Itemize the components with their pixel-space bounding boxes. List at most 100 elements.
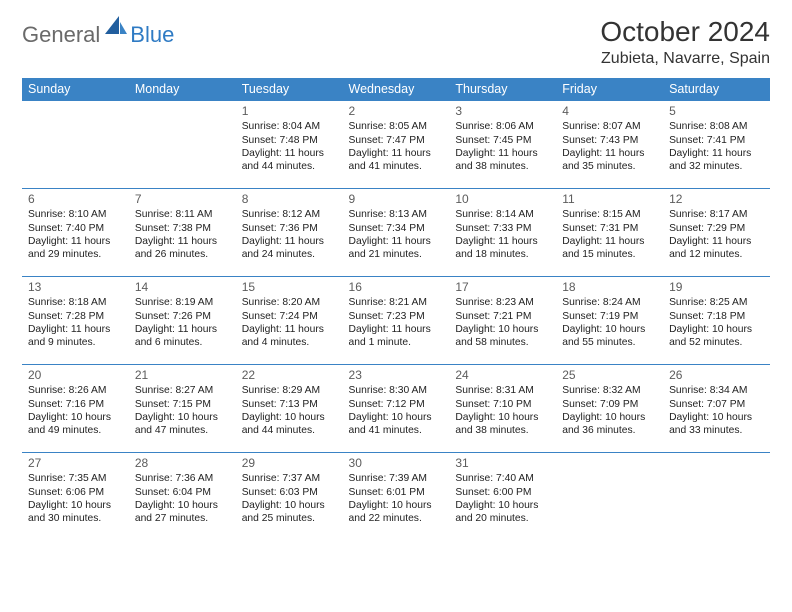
logo-sail-icon — [105, 16, 127, 41]
day-number: 6 — [28, 192, 123, 207]
day-number: 20 — [28, 368, 123, 383]
day-number: 21 — [135, 368, 230, 383]
calendar-week-row: 13Sunrise: 8:18 AMSunset: 7:28 PMDayligh… — [22, 277, 770, 365]
day-number: 2 — [349, 104, 444, 119]
sunrise-text: Sunrise: 8:11 AM — [135, 208, 230, 221]
daylight-text: Daylight: 10 hours and 36 minutes. — [562, 411, 657, 437]
sunrise-text: Sunrise: 8:24 AM — [562, 296, 657, 309]
sunrise-text: Sunrise: 8:07 AM — [562, 120, 657, 133]
daylight-text: Daylight: 10 hours and 49 minutes. — [28, 411, 123, 437]
daylight-text: Daylight: 10 hours and 30 minutes. — [28, 499, 123, 525]
day-cell: 1Sunrise: 8:04 AMSunset: 7:48 PMDaylight… — [236, 101, 343, 189]
daylight-text: Daylight: 11 hours and 18 minutes. — [455, 235, 550, 261]
sunset-text: Sunset: 7:28 PM — [28, 310, 123, 323]
day-number: 11 — [562, 192, 657, 207]
sunset-text: Sunset: 6:00 PM — [455, 486, 550, 499]
calendar-week-row: 6Sunrise: 8:10 AMSunset: 7:40 PMDaylight… — [22, 189, 770, 277]
day-cell-empty — [22, 101, 129, 189]
logo-general-text: General — [22, 22, 100, 48]
day-cell: 2Sunrise: 8:05 AMSunset: 7:47 PMDaylight… — [343, 101, 450, 189]
sunrise-text: Sunrise: 8:23 AM — [455, 296, 550, 309]
day-cell: 26Sunrise: 8:34 AMSunset: 7:07 PMDayligh… — [663, 365, 770, 453]
daylight-text: Daylight: 10 hours and 22 minutes. — [349, 499, 444, 525]
daylight-text: Daylight: 11 hours and 15 minutes. — [562, 235, 657, 261]
dow-tuesday: Tuesday — [236, 78, 343, 101]
location: Zubieta, Navarre, Spain — [600, 50, 770, 68]
day-number: 3 — [455, 104, 550, 119]
day-cell: 29Sunrise: 7:37 AMSunset: 6:03 PMDayligh… — [236, 453, 343, 541]
sunrise-text: Sunrise: 7:40 AM — [455, 472, 550, 485]
daylight-text: Daylight: 10 hours and 44 minutes. — [242, 411, 337, 437]
daylight-text: Daylight: 11 hours and 29 minutes. — [28, 235, 123, 261]
daylight-text: Daylight: 11 hours and 35 minutes. — [562, 147, 657, 173]
sunset-text: Sunset: 7:18 PM — [669, 310, 764, 323]
day-cell: 31Sunrise: 7:40 AMSunset: 6:00 PMDayligh… — [449, 453, 556, 541]
day-cell: 18Sunrise: 8:24 AMSunset: 7:19 PMDayligh… — [556, 277, 663, 365]
day-number: 18 — [562, 280, 657, 295]
day-cell: 17Sunrise: 8:23 AMSunset: 7:21 PMDayligh… — [449, 277, 556, 365]
day-number: 30 — [349, 456, 444, 471]
day-number: 1 — [242, 104, 337, 119]
header: General Blue October 2024 Zubieta, Navar… — [22, 16, 770, 68]
daylight-text: Daylight: 10 hours and 25 minutes. — [242, 499, 337, 525]
dow-thursday: Thursday — [449, 78, 556, 101]
day-cell: 14Sunrise: 8:19 AMSunset: 7:26 PMDayligh… — [129, 277, 236, 365]
sunrise-text: Sunrise: 8:05 AM — [349, 120, 444, 133]
day-cell: 20Sunrise: 8:26 AMSunset: 7:16 PMDayligh… — [22, 365, 129, 453]
sunrise-text: Sunrise: 8:17 AM — [669, 208, 764, 221]
sunset-text: Sunset: 7:15 PM — [135, 398, 230, 411]
day-number: 16 — [349, 280, 444, 295]
dow-monday: Monday — [129, 78, 236, 101]
day-cell: 9Sunrise: 8:13 AMSunset: 7:34 PMDaylight… — [343, 189, 450, 277]
day-cell: 27Sunrise: 7:35 AMSunset: 6:06 PMDayligh… — [22, 453, 129, 541]
sunrise-text: Sunrise: 8:34 AM — [669, 384, 764, 397]
sunset-text: Sunset: 7:12 PM — [349, 398, 444, 411]
sunrise-text: Sunrise: 8:19 AM — [135, 296, 230, 309]
day-number: 7 — [135, 192, 230, 207]
daylight-text: Daylight: 11 hours and 41 minutes. — [349, 147, 444, 173]
daylight-text: Daylight: 11 hours and 12 minutes. — [669, 235, 764, 261]
sunset-text: Sunset: 7:21 PM — [455, 310, 550, 323]
calendar-body: 1Sunrise: 8:04 AMSunset: 7:48 PMDaylight… — [22, 101, 770, 541]
sunset-text: Sunset: 6:04 PM — [135, 486, 230, 499]
sunrise-text: Sunrise: 8:12 AM — [242, 208, 337, 221]
day-cell: 15Sunrise: 8:20 AMSunset: 7:24 PMDayligh… — [236, 277, 343, 365]
sunset-text: Sunset: 7:36 PM — [242, 222, 337, 235]
daylight-text: Daylight: 10 hours and 33 minutes. — [669, 411, 764, 437]
daylight-text: Daylight: 11 hours and 4 minutes. — [242, 323, 337, 349]
sunrise-text: Sunrise: 8:32 AM — [562, 384, 657, 397]
day-cell: 8Sunrise: 8:12 AMSunset: 7:36 PMDaylight… — [236, 189, 343, 277]
day-number: 28 — [135, 456, 230, 471]
sunset-text: Sunset: 7:10 PM — [455, 398, 550, 411]
day-number: 10 — [455, 192, 550, 207]
day-number: 19 — [669, 280, 764, 295]
sunrise-text: Sunrise: 8:13 AM — [349, 208, 444, 221]
sunset-text: Sunset: 7:45 PM — [455, 134, 550, 147]
sunrise-text: Sunrise: 8:06 AM — [455, 120, 550, 133]
logo: General Blue — [22, 16, 174, 48]
sunrise-text: Sunrise: 8:27 AM — [135, 384, 230, 397]
sunset-text: Sunset: 7:48 PM — [242, 134, 337, 147]
sunset-text: Sunset: 7:09 PM — [562, 398, 657, 411]
day-cell: 22Sunrise: 8:29 AMSunset: 7:13 PMDayligh… — [236, 365, 343, 453]
sunset-text: Sunset: 7:23 PM — [349, 310, 444, 323]
day-cell-empty — [129, 101, 236, 189]
sunrise-text: Sunrise: 7:35 AM — [28, 472, 123, 485]
daylight-text: Daylight: 11 hours and 6 minutes. — [135, 323, 230, 349]
daylight-text: Daylight: 10 hours and 55 minutes. — [562, 323, 657, 349]
dow-saturday: Saturday — [663, 78, 770, 101]
sunset-text: Sunset: 7:40 PM — [28, 222, 123, 235]
day-cell: 19Sunrise: 8:25 AMSunset: 7:18 PMDayligh… — [663, 277, 770, 365]
sunset-text: Sunset: 7:29 PM — [669, 222, 764, 235]
day-number: 24 — [455, 368, 550, 383]
day-cell: 6Sunrise: 8:10 AMSunset: 7:40 PMDaylight… — [22, 189, 129, 277]
day-number: 13 — [28, 280, 123, 295]
sunset-text: Sunset: 7:33 PM — [455, 222, 550, 235]
day-number: 8 — [242, 192, 337, 207]
sunrise-text: Sunrise: 8:08 AM — [669, 120, 764, 133]
daylight-text: Daylight: 11 hours and 44 minutes. — [242, 147, 337, 173]
day-cell: 13Sunrise: 8:18 AMSunset: 7:28 PMDayligh… — [22, 277, 129, 365]
day-number: 26 — [669, 368, 764, 383]
sunrise-text: Sunrise: 7:36 AM — [135, 472, 230, 485]
sunrise-text: Sunrise: 8:04 AM — [242, 120, 337, 133]
